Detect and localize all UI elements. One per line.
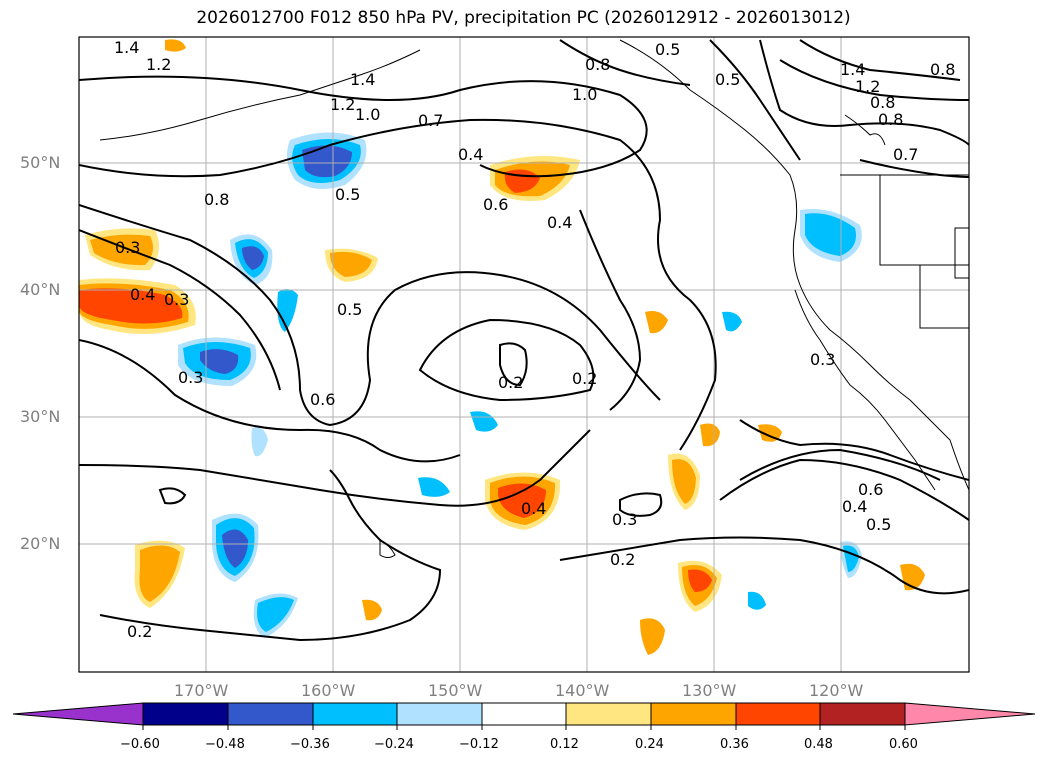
colorbar-segment (650, 702, 737, 726)
contour-label: 0.2 (498, 373, 523, 392)
colorbar-tick-label: −0.24 (374, 737, 414, 752)
colorbar-segment (735, 702, 821, 726)
plot-frame (78, 36, 970, 673)
contour-label: 0.6 (310, 390, 335, 409)
colorbar-segment (481, 702, 567, 726)
contour-label: 0.5 (866, 515, 891, 534)
lat-label: 50°N (20, 153, 61, 172)
colorbar-tick-label: 0.36 (720, 737, 749, 752)
contour-label: 1.4 (114, 38, 139, 57)
lon-label: 140°W (555, 681, 610, 700)
lat-label: 20°N (20, 534, 61, 553)
contour-label: 0.5 (655, 40, 680, 59)
contour-label: 0.7 (418, 111, 443, 130)
contour-label: 0.4 (521, 499, 546, 518)
contour-label: 0.6 (483, 195, 508, 214)
contour-labels: 1.4 1.2 1.4 1.2 1.0 0.7 0.8 1.0 0.8 0.4 … (114, 38, 955, 641)
contour-label: 0.3 (178, 368, 203, 387)
pv-contours (79, 39, 969, 642)
contour-label: 1.0 (572, 85, 597, 104)
contour-label: 1.4 (840, 60, 865, 79)
colorbar-tick-label: 0.24 (635, 737, 664, 752)
contour-label: 1.4 (350, 70, 375, 89)
contour-label: 0.2 (610, 550, 635, 569)
precip-shading (79, 39, 925, 655)
contour-label: 0.8 (585, 55, 610, 74)
lon-label: 160°W (301, 681, 356, 700)
colorbar-segment (819, 702, 906, 726)
contour-label: 1.2 (855, 77, 880, 96)
colorbar-segment (396, 702, 483, 726)
lon-label: 150°W (428, 681, 483, 700)
contour-label: 0.5 (337, 300, 362, 319)
contour-label: 0.4 (547, 213, 572, 232)
map-title: 2026012700 F012 850 hPa PV, precipitatio… (196, 8, 851, 28)
contour-label: 0.2 (572, 369, 597, 388)
colorbar-tick-label: −0.12 (459, 737, 499, 752)
contour-label: 0.4 (842, 497, 867, 516)
contour-label: 1.2 (146, 55, 171, 74)
contour-label: 0.4 (130, 285, 155, 304)
contour-label: 0.4 (458, 145, 483, 164)
colorbar-segment (312, 702, 398, 726)
contour-label: 0.3 (612, 510, 637, 529)
contour-label: 0.3 (810, 350, 835, 369)
colorbar-tick-label: 0.12 (550, 737, 579, 752)
contour-label: 0.3 (164, 290, 189, 309)
contour-label: 1.2 (330, 95, 355, 114)
lon-label: 130°W (682, 681, 737, 700)
lat-label: 40°N (20, 280, 61, 299)
contour-label: 0.5 (715, 70, 740, 89)
contour-label: 0.3 (115, 238, 140, 257)
colorbar-segment (142, 702, 229, 726)
colorbar-segment (565, 702, 652, 726)
contour-label: 0.8 (930, 60, 955, 79)
lat-label: 30°N (20, 407, 61, 426)
contour-label: 0.7 (893, 145, 918, 164)
contour-label: 0.8 (870, 93, 895, 112)
contour-label: 0.6 (858, 480, 883, 499)
lon-label: 120°W (809, 681, 864, 700)
contour-label: 0.8 (204, 190, 229, 209)
colorbar (12, 702, 1036, 730)
colorbar-tick-label: −0.60 (120, 737, 160, 752)
coastlines (99, 39, 969, 558)
lon-label: 170°W (174, 681, 229, 700)
colorbar-segment (227, 702, 314, 726)
colorbar-tick-label: 0.48 (804, 737, 833, 752)
colorbar-tick-label: −0.48 (205, 737, 245, 752)
colorbar-extend-min (12, 702, 144, 726)
colorbar-tick-label: 0.60 (889, 737, 918, 752)
contour-label: 0.8 (878, 110, 903, 129)
colorbar-tick-label: −0.36 (290, 737, 330, 752)
contour-label: 0.5 (335, 185, 360, 204)
contour-label: 1.0 (355, 105, 380, 124)
contour-label: 0.2 (127, 622, 152, 641)
colorbar-extend-max (904, 702, 1036, 726)
